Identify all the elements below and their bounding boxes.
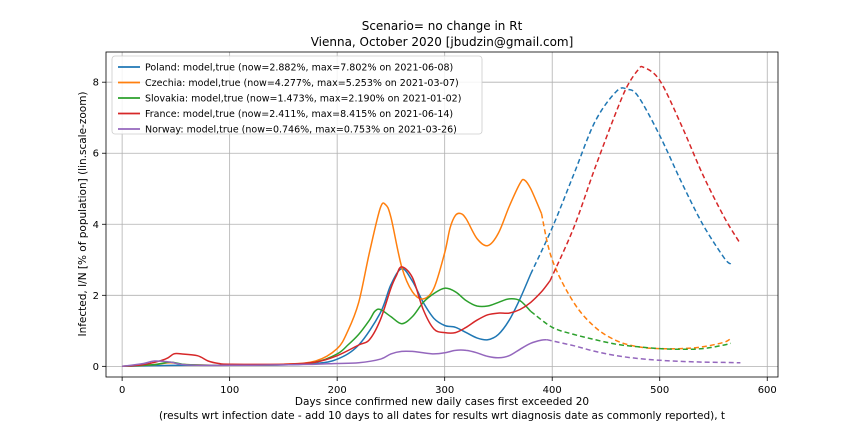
series-line-model-3 — [549, 65, 742, 282]
series-line-true-3 — [122, 266, 551, 368]
y-tick-label: 8 — [93, 78, 99, 89]
x-tick-label: 100 — [220, 385, 239, 396]
x-tick-label: 600 — [758, 385, 777, 396]
legend: Poland: model,true (now=2.882%, max=7.80… — [111, 55, 483, 136]
chart-subtitle: Vienna, October 2020 [jbudzin@gmail.com] — [311, 35, 574, 49]
x-tick-label: 200 — [328, 385, 347, 396]
series-line-true-4 — [122, 338, 547, 368]
legend-entry: France: model,true (now=2.411%, max=8.41… — [145, 109, 453, 120]
y-tick-label: 4 — [93, 220, 99, 231]
legend-entry: Poland: model,true (now=2.882%, max=7.80… — [145, 63, 453, 74]
x-ticks: 0 100 200 300 400 500 600 — [119, 377, 777, 396]
series-lines — [122, 65, 742, 368]
y-tick-label: 0 — [93, 362, 99, 373]
legend-entry: Slovakia: model,true (now=1.473%, max=2.… — [145, 94, 461, 105]
y-ticks: 0 2 4 6 8 — [93, 78, 106, 373]
x-tick-label: 400 — [543, 385, 562, 396]
legend-box — [111, 55, 483, 135]
x-axis-label: Days since confirmed new daily cases fir… — [295, 396, 589, 408]
legend-entry: Czechia: model,true (now=4.277%, max=5.2… — [145, 78, 459, 89]
series-line-model-0 — [530, 87, 732, 275]
y-axis-label: Infected, I/N [% of population] (lin.sca… — [77, 91, 89, 336]
series-line-model-4 — [546, 338, 741, 364]
x-tick-label: 300 — [435, 385, 454, 396]
series-line-model-1 — [540, 213, 732, 350]
x-tick-label: 0 — [119, 385, 125, 396]
x-axis-label-note: (results wrt infection date - add 10 day… — [159, 410, 725, 422]
legend-entry: Norway: model,true (now=0.746%, max=0.75… — [145, 125, 457, 136]
y-tick-label: 6 — [93, 149, 99, 160]
chart-title: Scenario= no change in Rt — [362, 19, 523, 33]
y-tick-label: 2 — [93, 291, 99, 302]
plot-frame — [105, 51, 779, 378]
x-tick-label: 500 — [650, 385, 669, 396]
series-line-model-2 — [530, 310, 731, 351]
